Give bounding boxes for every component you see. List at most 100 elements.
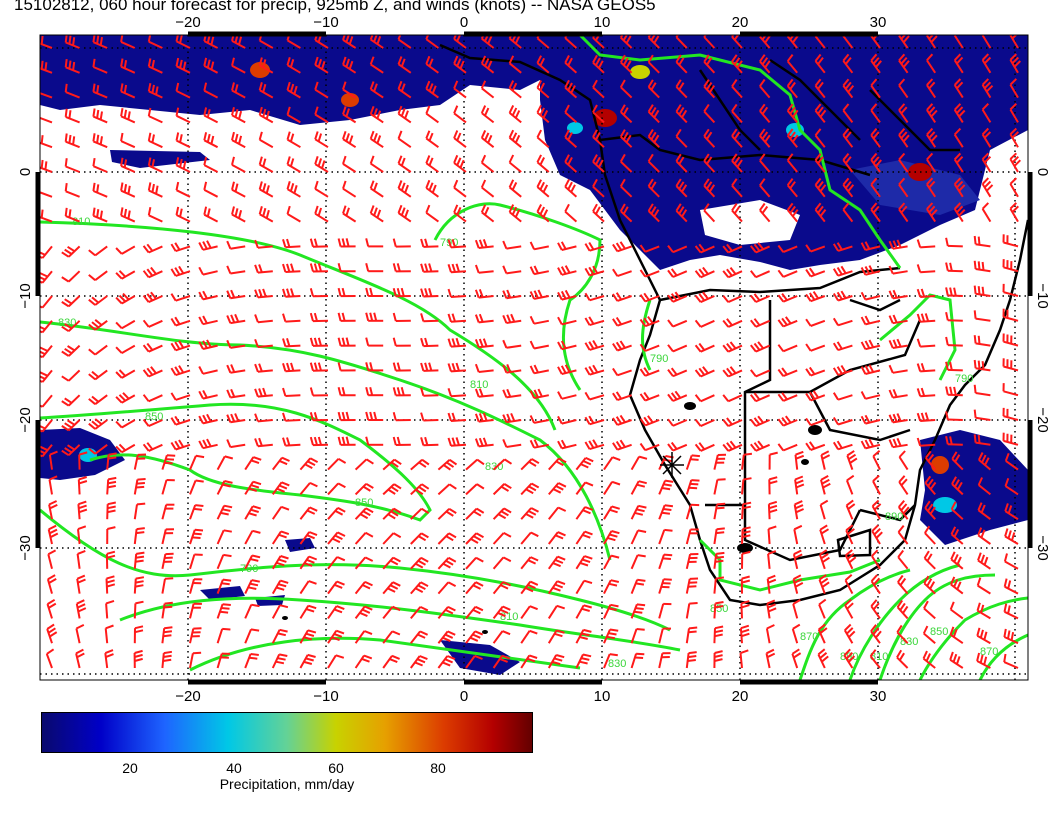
- wind-barb-flag: [230, 413, 236, 423]
- wind-barb-flag: [888, 439, 894, 448]
- wind-barb-flag: [634, 656, 644, 659]
- wind-barb-flag: [949, 262, 953, 272]
- wind-barb-flag: [870, 177, 878, 186]
- wind-barb-shaft: [425, 38, 439, 49]
- wind-barb-flag: [447, 412, 452, 422]
- wind-barb-shaft: [410, 458, 423, 471]
- wind-barb-flag: [761, 205, 769, 214]
- wind-barb-flag: [286, 131, 291, 140]
- wind-barb-shaft: [202, 270, 218, 276]
- wind-barb-flag: [476, 483, 485, 490]
- wind-barb-flag: [134, 625, 144, 630]
- wind-barb-flag: [945, 435, 949, 445]
- wind-barb-flag: [345, 436, 350, 446]
- wind-barb-shaft: [1004, 585, 1019, 595]
- wind-barb-flag: [753, 293, 761, 302]
- wind-barb-flag: [40, 209, 44, 218]
- wind-barb-shaft: [953, 158, 964, 173]
- wind-barb-flag: [653, 35, 660, 44]
- wind-barb-flag: [136, 551, 145, 555]
- wind-barb-shaft: [244, 604, 253, 619]
- wind-barb-flag: [726, 442, 733, 450]
- wind-barb-flag: [40, 404, 43, 408]
- wind-barb-flag: [400, 387, 405, 396]
- wind-barb-flag: [365, 411, 370, 421]
- wind-barb-flag: [902, 134, 910, 143]
- wind-barb-shaft: [561, 344, 577, 351]
- wind-barb-flag: [875, 60, 882, 68]
- wind-barb-shaft: [592, 86, 605, 99]
- wind-barb-shaft: [104, 652, 109, 669]
- wind-barb-flag: [278, 558, 287, 563]
- wind-barb-flag: [88, 348, 96, 356]
- wind-barb-flag: [400, 108, 406, 117]
- wind-barb-flag: [484, 58, 490, 67]
- wind-barb-flag: [88, 398, 96, 405]
- wind-barb-flag: [592, 79, 598, 88]
- wind-barb-flag: [689, 602, 698, 605]
- wind-barb-flag: [703, 79, 710, 88]
- wind-barb-flag: [612, 442, 619, 451]
- wind-barb-shaft: [978, 484, 992, 496]
- wind-barb-shaft: [397, 137, 412, 149]
- wind-barb-flag: [424, 436, 429, 446]
- wind-barb-flag: [953, 127, 962, 136]
- wind-barb-flag: [592, 339, 599, 349]
- wind-barb-flag: [286, 437, 291, 446]
- wind-barb-flag: [286, 362, 291, 372]
- wind-barb-shaft: [423, 443, 439, 447]
- wind-barb-flag: [564, 203, 570, 213]
- wind-barb-flag: [510, 413, 516, 422]
- wind-barb-flag: [453, 154, 459, 164]
- wind-barb-shaft: [189, 653, 194, 669]
- wind-barb-flag: [636, 508, 645, 513]
- wind-barb-flag: [650, 35, 656, 41]
- wind-barb-flag: [317, 263, 322, 272]
- wind-barb-shaft: [947, 269, 963, 273]
- wind-barb-flag: [592, 104, 598, 113]
- wind-barb-flag: [341, 337, 346, 346]
- wind-barb-flag: [455, 263, 460, 273]
- wind-barb-flag: [639, 442, 647, 451]
- wind-barb-shaft: [202, 295, 218, 301]
- wind-barb-flag: [61, 375, 70, 382]
- wind-barb-flag: [661, 511, 671, 515]
- wind-barb-flag: [106, 579, 115, 584]
- wind-barb-flag: [842, 202, 850, 211]
- wind-barb-flag: [702, 366, 709, 374]
- wind-barb-flag: [842, 152, 850, 161]
- wind-barb-flag: [956, 180, 964, 189]
- wind-barb-flag: [560, 365, 567, 374]
- wind-barb-flag: [179, 134, 183, 143]
- wind-barb-flag: [525, 488, 534, 495]
- wind-barb-flag: [897, 549, 904, 558]
- wind-barb-flag: [791, 209, 799, 217]
- wind-barb-shaft: [786, 85, 798, 99]
- wind-barb-shaft: [844, 604, 854, 619]
- wind-barb-flag: [667, 319, 674, 328]
- wind-barb-flag: [361, 657, 370, 663]
- wind-barb-flag: [924, 412, 930, 421]
- wind-barb-shaft: [575, 604, 585, 619]
- wind-barb-flag: [392, 581, 401, 587]
- wind-barb-shaft: [564, 136, 578, 148]
- wind-barb-flag: [791, 35, 799, 44]
- wind-barb-shaft: [786, 159, 798, 173]
- wind-barb-shaft: [327, 458, 340, 471]
- wind-barb-flag: [305, 657, 314, 662]
- wind-barb-shaft: [533, 245, 549, 251]
- wind-barb-flag: [794, 475, 804, 481]
- wind-barb-flag: [661, 487, 671, 491]
- wind-barb-shaft: [342, 88, 357, 99]
- wind-barb-flag: [77, 603, 86, 609]
- wind-barb-flag: [795, 450, 804, 456]
- wind-barb-flag: [529, 241, 536, 250]
- wind-barb-flag: [759, 178, 766, 186]
- wind-barb-flag: [555, 485, 564, 491]
- wind-barb-flag: [373, 83, 378, 92]
- wind-barb-flag: [254, 413, 259, 422]
- wind-barb-flag: [647, 128, 654, 138]
- wind-barb-flag: [821, 581, 830, 588]
- wind-barb-flag: [289, 183, 295, 192]
- wind-barb-flag: [391, 654, 400, 660]
